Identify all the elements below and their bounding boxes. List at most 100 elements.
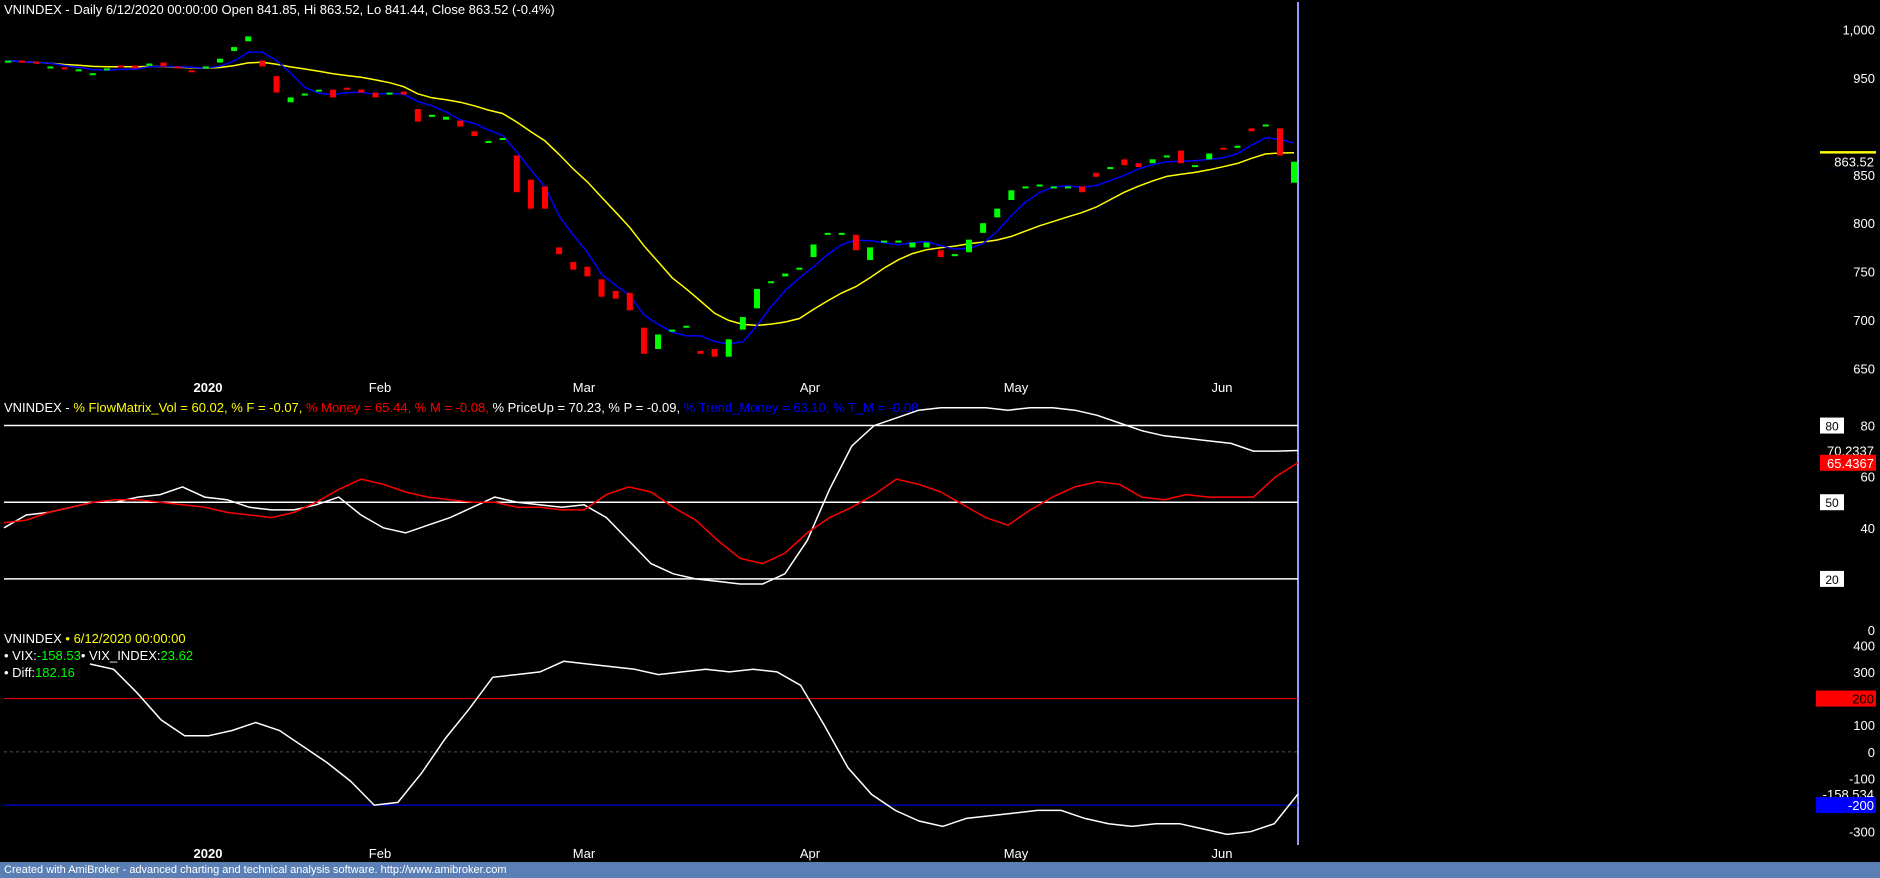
vix-panel-title: VNINDEX • 6/12/2020 00:00:00 bbox=[4, 631, 186, 646]
price-candle bbox=[245, 36, 252, 42]
diff-value: 182.16 bbox=[35, 665, 75, 680]
vix-legend-line: • VIX:-158.53• VIX_INDEX:23.62 bbox=[4, 648, 193, 663]
price-candle bbox=[457, 120, 464, 127]
price-candle bbox=[923, 242, 930, 248]
price-x-label: Feb bbox=[369, 380, 391, 395]
flow-level-tag bbox=[1820, 494, 1844, 511]
price-x-label: May bbox=[1004, 380, 1029, 395]
price-candle bbox=[33, 61, 40, 64]
price-candle bbox=[980, 223, 987, 233]
price-candle bbox=[61, 67, 68, 70]
price-candle bbox=[697, 350, 704, 354]
price-candle bbox=[1192, 165, 1199, 168]
price-candle bbox=[711, 348, 718, 357]
price-candle bbox=[146, 63, 153, 66]
price-candle bbox=[188, 70, 195, 73]
vix-value-tag-label: 200 bbox=[1852, 692, 1874, 707]
vix-value: -158.53 bbox=[37, 648, 81, 663]
price-value-tag-label: 863.52 bbox=[1834, 155, 1874, 170]
price-candle bbox=[1064, 186, 1071, 189]
price-candle bbox=[725, 339, 732, 357]
price-y-tick: 800 bbox=[1853, 216, 1875, 231]
flow-title-money: % Money = 65.44, % M = -0.08, bbox=[306, 400, 492, 415]
price-candle bbox=[1163, 155, 1170, 158]
price-candle bbox=[584, 266, 591, 277]
price-y-tick: 850 bbox=[1853, 168, 1875, 183]
price-candle bbox=[1093, 172, 1100, 177]
price-candle bbox=[796, 267, 803, 270]
price-candle bbox=[1276, 128, 1283, 156]
price-x-label: Mar bbox=[573, 380, 596, 395]
price-candle bbox=[301, 93, 308, 96]
price-candle bbox=[542, 186, 549, 209]
price-candle bbox=[782, 273, 789, 277]
vix-series-line bbox=[89, 660, 1299, 836]
price-candle bbox=[669, 329, 676, 332]
price-candle bbox=[739, 317, 746, 330]
price-candle bbox=[75, 69, 82, 72]
vix-label: VIX: bbox=[12, 648, 37, 663]
vix-y-tick: 400 bbox=[1853, 638, 1875, 653]
price-candle bbox=[527, 179, 534, 209]
vix-value-tag bbox=[1816, 690, 1876, 707]
vix-x-label: May bbox=[1004, 846, 1029, 861]
price-candle bbox=[372, 92, 379, 98]
vix-x-label: Apr bbox=[800, 846, 821, 861]
price-y-tick: 700 bbox=[1853, 313, 1875, 328]
price-candle bbox=[118, 65, 125, 68]
diff-legend-line: • Diff:182.16 bbox=[4, 665, 75, 680]
flow-y-tick: 40 bbox=[1861, 521, 1875, 536]
price-panel[interactable] bbox=[5, 2, 1299, 845]
price-candle bbox=[824, 232, 831, 235]
flow-series-line bbox=[3, 462, 1299, 565]
price-candle bbox=[1248, 128, 1255, 132]
flow-title-price: % PriceUp = 70.23, % P = -0.09, bbox=[492, 400, 683, 415]
flow-level-tag bbox=[1820, 570, 1844, 587]
price-candle bbox=[386, 92, 393, 95]
price-candle bbox=[47, 66, 54, 69]
price-candle bbox=[1022, 186, 1029, 189]
vix-y-tick: -100 bbox=[1849, 771, 1875, 786]
price-candle bbox=[315, 89, 322, 92]
price-candle bbox=[1177, 150, 1184, 164]
flow-level-tag-label: 20 bbox=[1825, 573, 1839, 587]
diff-bullet: • bbox=[4, 665, 12, 680]
price-candle bbox=[132, 65, 139, 69]
price-candle bbox=[1262, 124, 1269, 127]
flow-panel-title: VNINDEX - % FlowMatrix_Vol = 60.02, % F … bbox=[4, 400, 918, 415]
price-candle bbox=[598, 279, 605, 297]
price-candle bbox=[428, 114, 435, 117]
price-candle bbox=[881, 240, 888, 243]
price-candle bbox=[103, 68, 110, 71]
price-candle bbox=[400, 91, 407, 95]
price-candle bbox=[626, 292, 633, 311]
flow-value-tag-label: 65.4367 bbox=[1827, 456, 1874, 471]
price-candle bbox=[499, 138, 506, 141]
vix-y-tick: 100 bbox=[1853, 718, 1875, 733]
vix-x-label: Mar bbox=[573, 846, 596, 861]
axes-layer: 1,000950850800750700650866.239863.626863… bbox=[194, 23, 1876, 861]
flow-value-tag bbox=[1820, 454, 1876, 471]
price-candle bbox=[612, 290, 619, 299]
diff-label: Diff: bbox=[12, 665, 35, 680]
price-candle bbox=[683, 325, 690, 328]
vix-value-tag bbox=[1816, 797, 1876, 814]
price-candle bbox=[909, 242, 916, 248]
price-candle bbox=[471, 131, 478, 137]
price-candle bbox=[852, 234, 859, 251]
price-candle bbox=[1107, 167, 1114, 170]
price-candle bbox=[1220, 147, 1227, 150]
price-candle bbox=[1206, 153, 1213, 160]
price-candle bbox=[753, 288, 760, 309]
flow-panel[interactable] bbox=[3, 406, 1299, 585]
price-candle bbox=[174, 66, 181, 69]
vix-panel[interactable] bbox=[4, 660, 1299, 836]
price-candle bbox=[485, 140, 492, 143]
vix-index-bullet: • bbox=[81, 648, 89, 663]
vix-x-label: Jun bbox=[1212, 846, 1233, 861]
price-y-tick: 950 bbox=[1853, 71, 1875, 86]
price-candle bbox=[344, 87, 351, 90]
vix-value-tag-label: -200 bbox=[1848, 798, 1874, 813]
price-candle bbox=[655, 334, 662, 349]
